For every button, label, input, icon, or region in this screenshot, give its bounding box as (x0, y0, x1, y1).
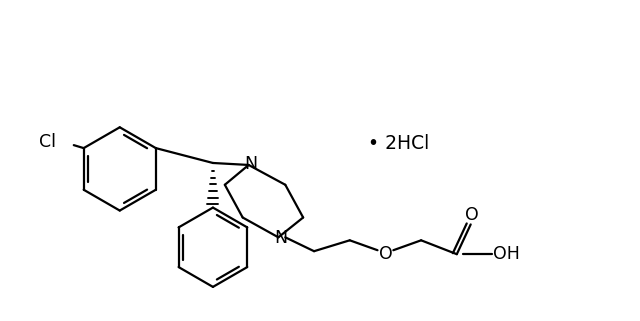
Text: • 2HCl: • 2HCl (367, 134, 429, 153)
Text: O: O (465, 205, 479, 223)
Text: N: N (274, 229, 287, 247)
Text: O: O (378, 245, 392, 263)
Text: Cl: Cl (39, 133, 56, 151)
Text: OH: OH (493, 245, 520, 263)
Text: N: N (244, 155, 257, 173)
